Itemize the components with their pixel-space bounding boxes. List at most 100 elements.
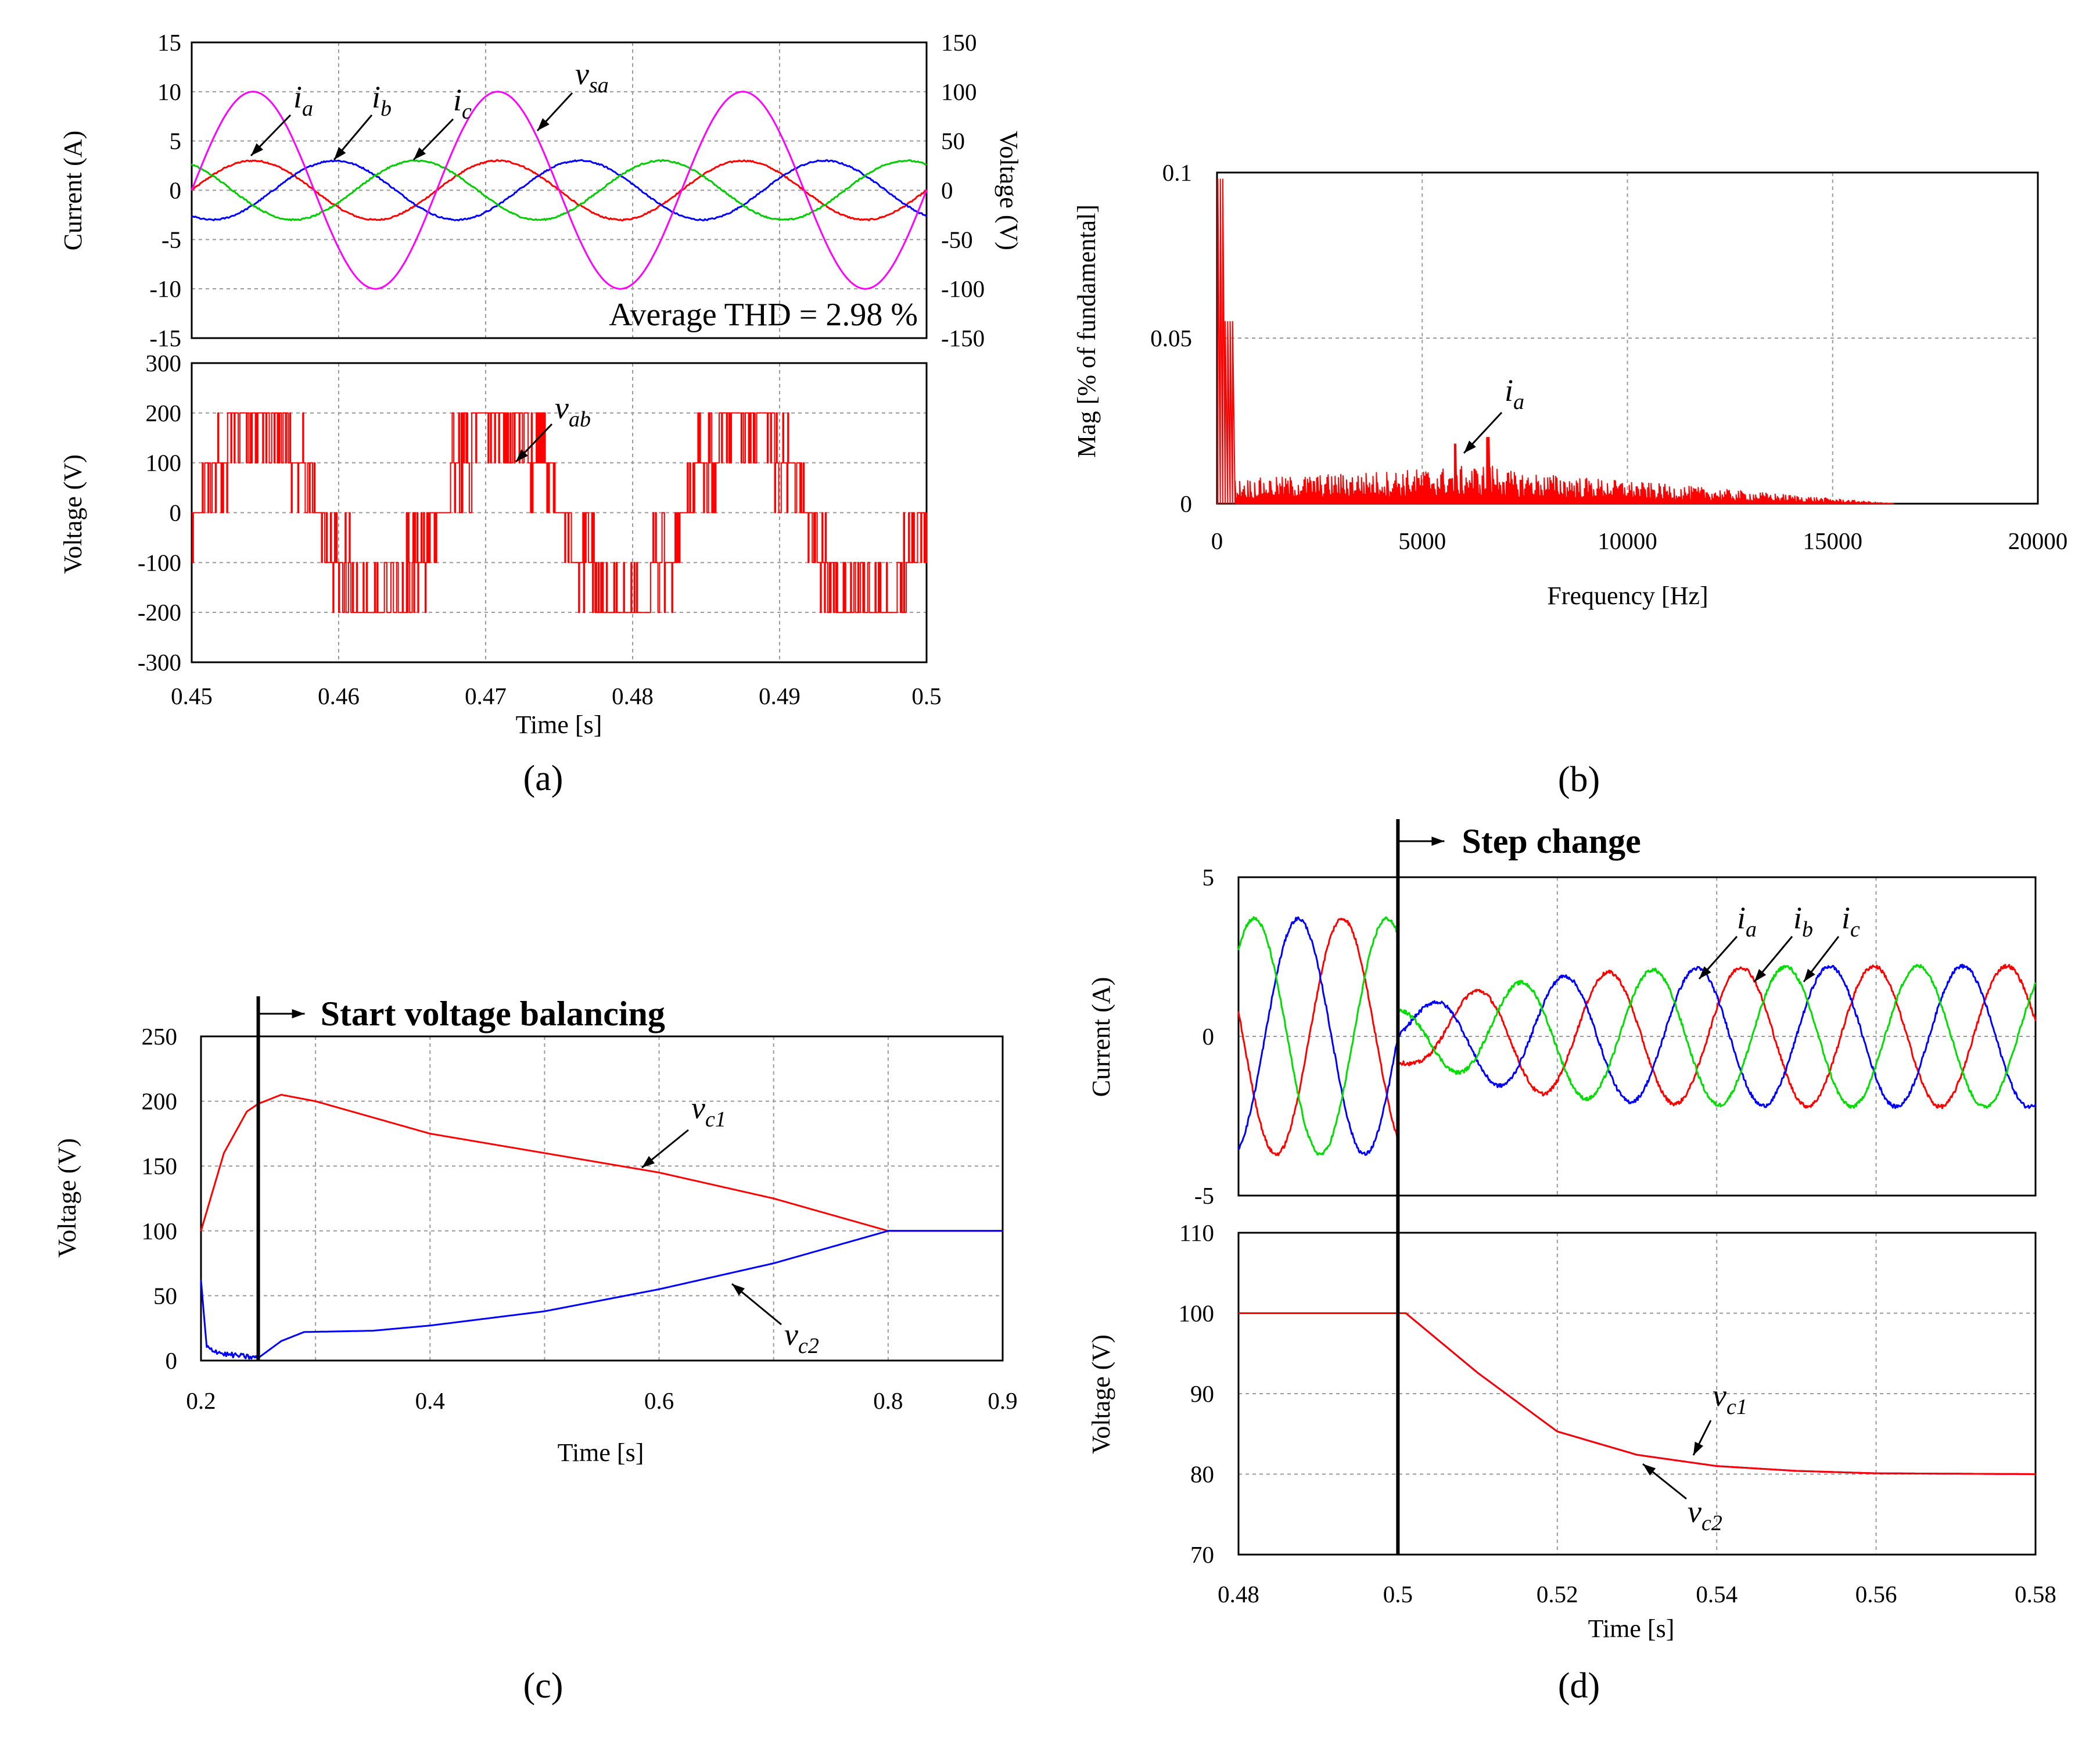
panel-d-ytick-lower: 70 — [1190, 1541, 1214, 1568]
panel-c-xlabel: Time [s] — [558, 1438, 644, 1467]
panel-a-label-vab: vab — [555, 390, 591, 432]
panel-a-ytick-left: 0 — [170, 177, 182, 204]
panel-d-xtick: 0.54 — [1696, 1581, 1738, 1607]
panel-b-label-ia: ia — [1505, 373, 1524, 414]
panel-a-series-ic — [191, 159, 927, 221]
panel-d-ytick-upper: 5 — [1202, 864, 1215, 891]
panel-d-event-label: Step change — [1462, 822, 1640, 860]
panel-a-lower-ytick: 200 — [146, 400, 182, 426]
panel-d-series-vc1 — [1239, 1312, 2036, 1475]
panel-d-xtick: 0.56 — [1855, 1581, 1897, 1607]
panel-a-ytick-left: -5 — [161, 226, 181, 253]
panel-a-lower-ytick: 100 — [146, 450, 182, 476]
panel-a-lower-ylabel: Voltage (V) — [59, 454, 87, 574]
panel-c-label-vc2: vc2 — [784, 1317, 819, 1358]
panel-d-lower-ylabel: Voltage (V) — [1087, 1334, 1115, 1454]
panel-b-arrow-ia-head — [1464, 440, 1476, 453]
panel-a-lower-ytick: -100 — [138, 549, 181, 576]
panel-d-xlabel: Time [s] — [1588, 1614, 1675, 1643]
panel-c-arrow-vc1-head — [642, 1155, 655, 1168]
panel-a-arrow-vsa-head — [537, 118, 550, 131]
panel-a-lower-ytick: -300 — [138, 649, 181, 676]
panel-a-ytick-right: 150 — [941, 29, 977, 56]
panel-d-ytick-upper: -5 — [1194, 1182, 1214, 1209]
panel-c-xtick: 0.8 — [873, 1387, 903, 1414]
panel-a-xtick: 0.5 — [911, 683, 941, 709]
panel-b-xtick: 10000 — [1598, 527, 1657, 554]
panel-c-ytick: 50 — [153, 1282, 177, 1309]
panel-b-ytick: 0.1 — [1162, 159, 1192, 186]
panel-a-ytick-right: -100 — [941, 275, 985, 302]
panel-a-series-ib — [191, 159, 928, 222]
panel-b-ylabel: Mag [% of fundamental] — [1072, 204, 1101, 458]
panel-d-series-ic — [1237, 916, 2037, 1156]
panel-b-caption: (b) — [1558, 760, 1600, 799]
panel-a-label-vsa: vsa — [575, 56, 609, 98]
panel-b-series-spectrum — [1217, 178, 1894, 504]
panel-a-ytick-right: -150 — [941, 325, 985, 351]
panel-c-series-vc2 — [200, 1230, 1003, 1360]
panel-d-series-ib — [1237, 916, 2037, 1156]
panel-d-ytick-lower: 110 — [1179, 1219, 1214, 1246]
panel-d-label-ic: ic — [1841, 900, 1860, 942]
panel-a-caption: (a) — [523, 759, 563, 798]
panel-c-ytick: 150 — [142, 1153, 178, 1179]
panel-b-ytick: 0.05 — [1150, 325, 1192, 351]
panel-a-ytick-right: 50 — [941, 128, 965, 155]
panel-d-xtick: 0.5 — [1383, 1581, 1413, 1607]
panel-d-label-ia: ia — [1737, 900, 1757, 942]
panel-a-arrow-ic-head — [414, 147, 426, 160]
panel-a-series-vab — [192, 412, 927, 613]
panel-a-ytick-right: -50 — [941, 226, 973, 253]
panel-b-xlabel: Frequency [Hz] — [1547, 582, 1708, 610]
panel-a-lower-ytick: 0 — [170, 500, 182, 526]
panel-a-ylabel-right: Voltage (V) — [995, 131, 1023, 250]
panel-a-xtick: 0.47 — [465, 683, 507, 709]
panel-a-xtick: 0.49 — [759, 683, 800, 709]
panel-a-ytick-left: 5 — [170, 128, 182, 155]
panel-d-xtick: 0.52 — [1537, 1581, 1578, 1607]
panel-a-arrow-ia-head — [251, 143, 264, 156]
panel-a-label-ia: ia — [293, 80, 313, 121]
panel-a-lower-ytick: -200 — [138, 599, 181, 626]
panel-d-ytick-lower: 90 — [1190, 1380, 1214, 1407]
panel-a-xtick: 0.46 — [318, 683, 360, 709]
panel-a-xtick: 0.48 — [612, 683, 654, 709]
panel-a-ytick-right: 100 — [941, 78, 977, 105]
panel-c-ytick: 200 — [142, 1088, 178, 1115]
panel-c-ytick: 250 — [142, 1023, 178, 1050]
panel-a-ytick-left: 15 — [157, 29, 181, 56]
panel-d-upper-frame — [1237, 876, 2037, 1197]
panel-d-ytick-lower: 100 — [1179, 1300, 1215, 1327]
panel-a-thd-annotation: Average THD = 2.98 % — [609, 297, 918, 333]
panel-c-label-vc1: vc1 — [691, 1090, 726, 1132]
panel-d-caption: (d) — [1558, 1666, 1600, 1706]
panel-c-event-label: Start voltage balancing — [321, 995, 665, 1033]
panel-d-upper-ylabel: Current (A) — [1087, 977, 1115, 1097]
panel-c-xtick: 0.4 — [415, 1387, 445, 1414]
panel-c-arrow-vc2-head — [732, 1284, 745, 1296]
panel-c-xtick: 0.9 — [988, 1387, 1017, 1414]
panel-a-xtick: 0.45 — [171, 683, 213, 709]
panel-a-label-ib: ib — [372, 80, 392, 121]
panel-a-ytick-left: -15 — [149, 325, 181, 351]
panel-a-ytick-left: 10 — [157, 78, 181, 105]
panel-a-xlabel: Time [s] — [516, 710, 602, 739]
panel-d-event-arrow-head — [1431, 837, 1445, 846]
panel-b-ytick: 0 — [1180, 490, 1193, 517]
panel-a-label-ic: ic — [453, 82, 472, 124]
panel-d-lower-frame — [1237, 1232, 2037, 1556]
panel-d-label-vc2: vc2 — [1688, 1494, 1722, 1535]
panel-a-series-vsa — [191, 91, 928, 290]
panel-d-arrow-ia-head — [1699, 966, 1711, 979]
panel-d-xtick: 0.58 — [2015, 1581, 2056, 1607]
panel-d-arrow-vc2-head — [1643, 1464, 1656, 1476]
panel-a-ytick-left: -10 — [149, 275, 181, 302]
panel-c-series-vc1 — [200, 1093, 1003, 1232]
panel-d-label-ib: ib — [1793, 900, 1813, 942]
panel-c-frame — [200, 1035, 1004, 1362]
panel-c-ytick: 100 — [142, 1218, 178, 1244]
panel-a-arrow-vab-head — [516, 449, 528, 462]
panel-d-arrow-ic-head — [1804, 968, 1815, 982]
